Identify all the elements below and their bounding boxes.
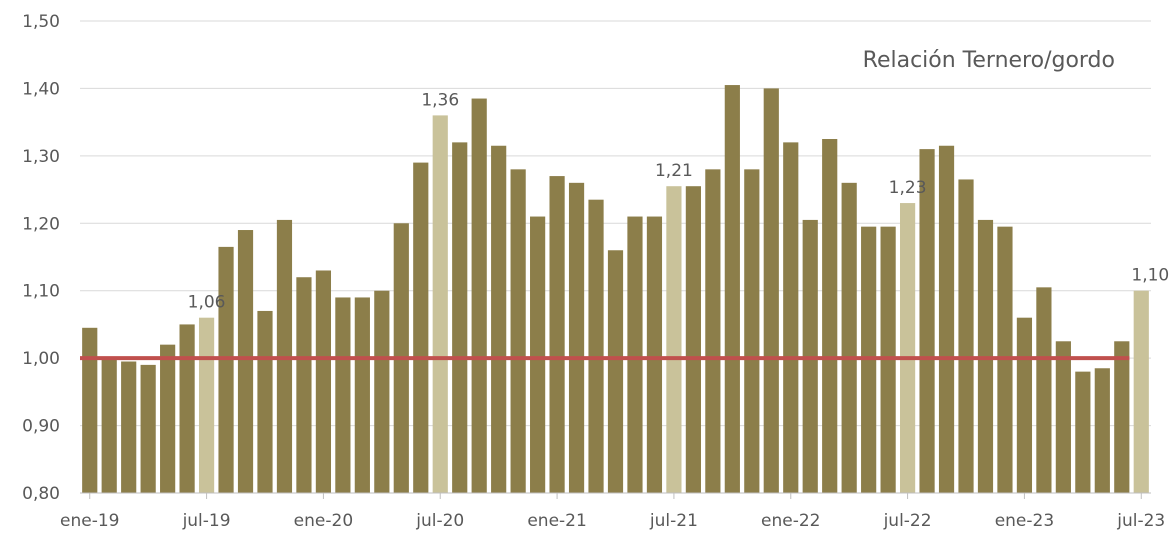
y-tick-label: 0,80 <box>22 484 60 504</box>
bar-oct-20 <box>491 145 507 493</box>
bar-jul-19 <box>198 317 215 493</box>
x-tick-label: ene-23 <box>995 511 1054 531</box>
bar-ago-21 <box>685 186 701 493</box>
bars <box>82 85 1149 494</box>
y-tick-label: 1,20 <box>22 214 60 234</box>
bar-feb-21 <box>568 182 585 494</box>
bar-abr-19 <box>140 364 156 493</box>
bar-oct-22 <box>958 179 974 493</box>
x-tick-label: ene-21 <box>527 511 586 531</box>
bar-abr-20 <box>374 290 390 493</box>
x-tick-label: jul-23 <box>1116 511 1165 531</box>
bar-nov-21 <box>744 169 760 494</box>
bar-feb-23 <box>1036 287 1052 493</box>
bar-jun-20 <box>413 162 429 493</box>
bar-sep-19 <box>237 230 254 493</box>
x-tick-label: jul-20 <box>415 511 464 531</box>
bar-ago-19 <box>218 246 234 493</box>
bar-ene-22 <box>783 142 799 493</box>
x-tick-label: jul-19 <box>182 511 231 531</box>
bar-mar-19 <box>121 361 137 493</box>
bar-jul-23 <box>1133 290 1149 493</box>
x-tick-label: ene-19 <box>60 511 119 531</box>
bar-may-19 <box>160 344 176 493</box>
data-label: 1,23 <box>889 178 927 198</box>
bar-ago-20 <box>452 142 468 493</box>
bar-ene-20 <box>315 270 332 493</box>
data-label: 1,10 <box>1131 266 1169 286</box>
bar-oct-21 <box>724 85 740 494</box>
y-tick-label: 1,50 <box>22 12 60 32</box>
bar-dic-21 <box>763 88 779 493</box>
bar-ene-19 <box>82 327 98 493</box>
bar-jul-21 <box>666 186 682 493</box>
bar-dic-20 <box>530 216 546 494</box>
data-label: 1,36 <box>421 90 459 110</box>
bar-jun-19 <box>179 324 195 493</box>
bar-abr-23 <box>1075 371 1091 493</box>
bar-feb-20 <box>335 297 351 493</box>
axes: 0,80 0,90 1,00 1,10 1,20 1,30 1,40 1,50 ene-19 ju… <box>22 12 1165 531</box>
bar-jun-23 <box>1114 341 1130 493</box>
y-tick-label: 1,30 <box>22 147 60 167</box>
bar-oct-19 <box>257 310 273 493</box>
chart-title: Relación Ternero/gordo <box>863 48 1115 73</box>
bar-jul-20 <box>432 115 448 494</box>
bar-abr-22 <box>841 182 857 494</box>
bar-ene-21 <box>549 176 565 494</box>
bar-may-23 <box>1094 368 1110 493</box>
bar-jun-21 <box>646 216 663 494</box>
y-tick-label: 1,00 <box>22 349 60 369</box>
bar-ene-23 <box>1016 317 1033 493</box>
bar-sep-20 <box>471 98 487 494</box>
x-tick-label: ene-20 <box>294 511 353 531</box>
bar-sep-22 <box>938 145 955 493</box>
data-labels: 1,06 1,36 1,21 1,23 1,10 <box>188 90 1170 312</box>
y-tick-label: 0,90 <box>22 417 60 437</box>
bar-sep-21 <box>705 169 721 494</box>
bar-mar-23 <box>1055 341 1071 493</box>
bar-dic-19 <box>296 277 312 493</box>
x-tick-label: jul-22 <box>883 511 932 531</box>
data-label: 1,21 <box>655 161 693 181</box>
bar-ago-22 <box>919 149 935 493</box>
x-tick-label: ene-22 <box>761 511 820 531</box>
x-tick-label: jul-21 <box>649 511 698 531</box>
bar-mar-22 <box>822 139 838 493</box>
bar-abr-21 <box>607 250 624 493</box>
bar-nov-20 <box>510 169 526 494</box>
data-label: 1,06 <box>188 293 226 313</box>
bar-jul-22 <box>899 203 916 494</box>
bar-may-21 <box>627 216 643 494</box>
bar-mar-21 <box>588 199 604 493</box>
bar-feb-19 <box>101 358 117 493</box>
bar-mar-20 <box>354 297 370 493</box>
y-tick-label: 1,40 <box>22 79 60 99</box>
y-tick-label: 1,10 <box>22 282 60 302</box>
